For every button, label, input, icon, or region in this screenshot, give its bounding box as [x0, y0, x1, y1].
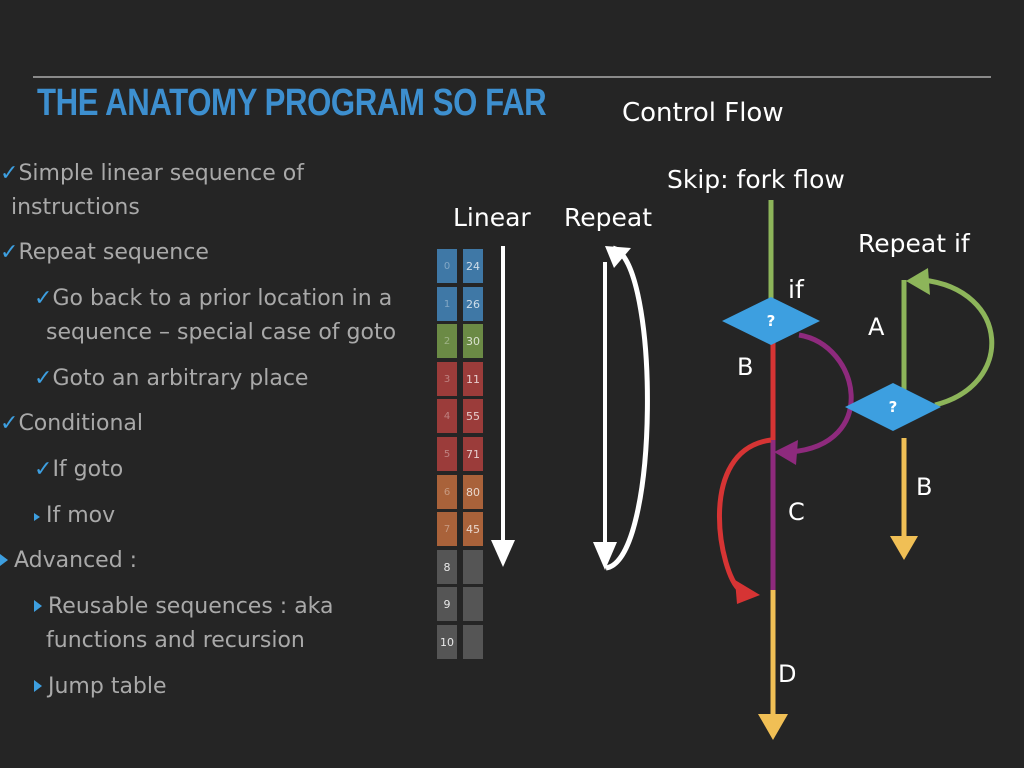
triangle-bullet-icon — [34, 513, 40, 521]
memory-value-cell: 24 — [463, 249, 483, 283]
check-icon: ✓ — [0, 411, 19, 436]
bullet-subitem-continued: sequence – special case of goto — [46, 320, 397, 345]
memory-index-cell: 0 — [437, 249, 457, 283]
bullet-item: ✓Conditional — [0, 411, 144, 436]
bullet-item: Advanced : — [0, 544, 137, 578]
decision-diamond — [722, 297, 820, 345]
green-repeat-arrow — [922, 277, 995, 408]
bullet-subitem: ✓Go back to a prior location in a — [34, 286, 393, 311]
memory-index-cell: 5 — [437, 437, 457, 471]
question-mark: ? — [767, 312, 776, 330]
memory-value-cell: 26 — [463, 287, 483, 321]
bullet-subitem: Jump table — [34, 670, 167, 704]
memory-index-cell: 7 — [437, 512, 457, 546]
check-icon: ✓ — [34, 457, 53, 482]
bullet-item: ✓Repeat sequence — [0, 240, 209, 265]
check-icon: ✓ — [0, 161, 19, 186]
linear-arrow — [491, 246, 515, 567]
bullet-subitem: ✓If goto — [34, 457, 124, 482]
red-loop-arrow — [717, 437, 772, 592]
bullet-subitem: Reusable sequences : aka — [34, 590, 334, 624]
memory-value-cell — [463, 550, 483, 584]
memory-value-cell: 55 — [463, 399, 483, 433]
branch-label-b: B — [737, 353, 753, 381]
triangle-bullet-icon — [34, 680, 42, 692]
slide-title: THE ANATOMY PROGRAM SO FAR — [37, 82, 547, 124]
question-mark: ? — [889, 398, 898, 416]
skip-flow: ? if B C D — [717, 200, 854, 740]
memory-value-cell — [463, 625, 483, 659]
memory-index-cell: 4 — [437, 399, 457, 433]
memory-value-cell: 11 — [463, 362, 483, 396]
memory-index-cell: 6 — [437, 475, 457, 509]
memory-value-cell — [463, 587, 483, 621]
skip-label: Skip: fork flow — [667, 165, 845, 194]
bullet-list: ✓Simple linear sequence of instructions … — [0, 0, 430, 768]
if-label: if — [788, 275, 805, 304]
memory-index-cell: 2 — [437, 324, 457, 358]
triangle-bullet-icon — [0, 554, 8, 566]
memory-value-cell: 30 — [463, 324, 483, 358]
memory-index-cell: 9 — [437, 587, 457, 621]
memory-index-cell: 1 — [437, 287, 457, 321]
bullet-subitem: If mov — [34, 499, 115, 533]
bullet-subitem-continued: functions and recursion — [46, 628, 305, 653]
purple-skip-arrow — [789, 332, 854, 455]
check-icon: ✓ — [34, 366, 53, 391]
memory-index-cell: 8 — [437, 550, 457, 584]
branch-label-c: C — [788, 498, 805, 526]
repeat-decision-diamond — [845, 383, 941, 431]
branch-label-d: D — [778, 660, 796, 688]
memory-value-cell: 80 — [463, 475, 483, 509]
triangle-bullet-icon — [34, 600, 42, 612]
check-icon: ✓ — [34, 286, 53, 311]
linear-label: Linear — [453, 203, 531, 232]
memory-value-cell: 71 — [463, 437, 483, 471]
repeat-label: Repeat — [564, 203, 652, 232]
memory-value-cell: 45 — [463, 512, 483, 546]
branch-label-b: B — [916, 473, 932, 501]
memory-index-cell: 10 — [437, 625, 457, 659]
control-flow-heading: Control Flow — [622, 98, 784, 128]
bullet-item-continued: instructions — [11, 195, 140, 220]
bullet-item: ✓Simple linear sequence of — [0, 161, 304, 186]
bullet-subitem: ✓Goto an arbitrary place — [34, 366, 309, 391]
memory-index-cell: 3 — [437, 362, 457, 396]
repeat-loop-arrow — [593, 245, 650, 571]
repeat-if-flow: ? A B — [845, 268, 995, 560]
repeat-if-label: Repeat if — [858, 229, 971, 258]
branch-label-a: A — [868, 313, 885, 341]
check-icon: ✓ — [0, 240, 19, 265]
title-rule — [33, 76, 991, 78]
